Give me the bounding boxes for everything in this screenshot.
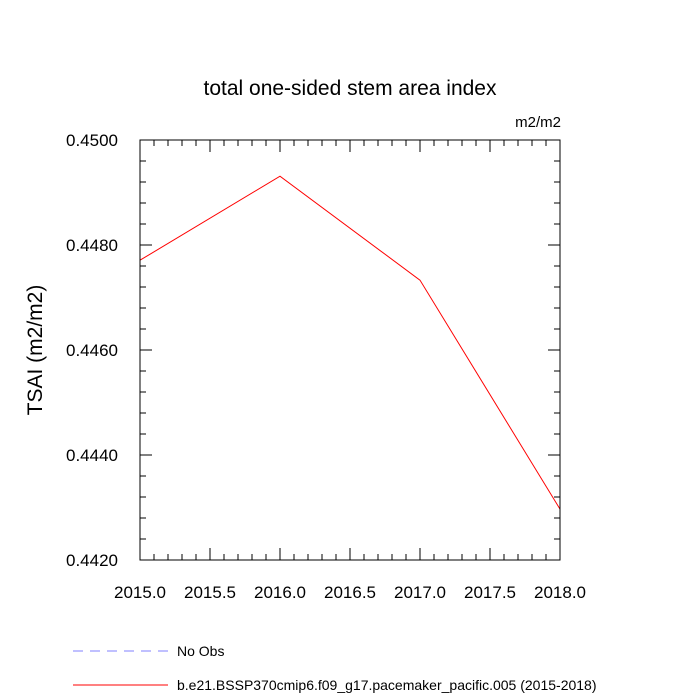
y-axis-label: TSAI (m2/m2) (24, 285, 47, 416)
legend: No Obs b.e21.BSSP370cmip6.f09_g17.pacemak… (73, 643, 597, 693)
series-line (139, 175, 561, 510)
x-tick-label: 2016.0 (254, 583, 306, 602)
x-tick-label: 2017.0 (394, 583, 446, 602)
chart-title: total one-sided stem area index (203, 77, 497, 100)
units-label: m2/m2 (515, 114, 561, 131)
y-tick-label: 0.4440 (66, 446, 118, 465)
x-tick-label: 2018.0 (534, 583, 586, 602)
y-tick-label: 0.4420 (66, 551, 118, 570)
y-tick-label: 0.4480 (66, 236, 118, 255)
plot-marks: 2015.0 2015.5 2016.0 2016.5 2017.0 2017.5 2018… (66, 131, 586, 602)
legend-label: No Obs (177, 643, 224, 659)
legend-label: b.e21.BSSP370cmip6.f09_g17.pacemaker_pac… (177, 677, 597, 693)
x-tick-label: 2017.5 (464, 583, 516, 602)
y-tick-label: 0.4500 (66, 131, 118, 150)
x-tick-label: 2016.5 (324, 583, 376, 602)
x-tick-label: 2015.5 (184, 583, 236, 602)
y-tick-label: 0.4460 (66, 341, 118, 360)
x-tick-label: 2015.0 (114, 583, 166, 602)
plot-frame (139, 139, 561, 561)
